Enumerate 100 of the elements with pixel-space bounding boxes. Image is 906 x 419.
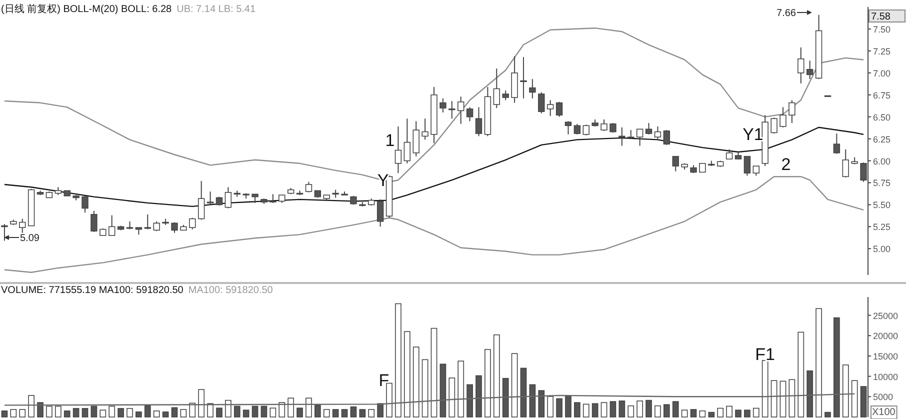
bar xyxy=(636,400,643,418)
bar xyxy=(816,308,822,418)
bar xyxy=(28,395,34,418)
candlestick xyxy=(82,195,88,214)
bar xyxy=(744,410,750,418)
candlestick xyxy=(171,222,178,234)
annotation: 2 xyxy=(781,155,791,174)
candlestick xyxy=(833,133,840,154)
candlestick xyxy=(564,120,572,135)
bar xyxy=(717,408,724,418)
candlestick xyxy=(842,148,849,178)
bar xyxy=(780,380,786,418)
annotation: 1 xyxy=(385,131,395,150)
chart-subtitle: UB: 7.14 LB: 5.41 xyxy=(176,4,256,15)
text: 7.58 xyxy=(871,12,891,22)
bar xyxy=(306,398,312,418)
bar xyxy=(10,409,17,418)
line-series xyxy=(4,393,856,406)
y-tick-label: 5.75 xyxy=(873,178,891,188)
candlestick xyxy=(806,60,814,80)
bar xyxy=(582,404,590,418)
candlestick xyxy=(663,130,670,146)
y-tick-label: 10000 xyxy=(873,372,898,382)
candlestick xyxy=(440,98,446,113)
candlestick xyxy=(582,124,590,136)
candlestick xyxy=(108,214,116,236)
candlestick xyxy=(412,120,420,157)
y-tick-label: 7.00 xyxy=(873,68,891,78)
bar xyxy=(762,360,768,418)
candlestick xyxy=(672,156,679,172)
bar xyxy=(234,406,240,418)
line-series xyxy=(4,126,864,208)
bar xyxy=(484,349,491,418)
bar xyxy=(529,384,536,418)
bar xyxy=(136,412,142,418)
candlestick xyxy=(788,100,796,124)
bar xyxy=(225,400,232,418)
y-tick-label: 7.50 xyxy=(873,24,891,34)
candlestick xyxy=(502,90,509,101)
bar xyxy=(520,368,527,418)
bar xyxy=(412,346,420,418)
candlestick xyxy=(466,106,474,122)
candlestick xyxy=(305,181,312,193)
bar xyxy=(377,403,384,418)
bar xyxy=(54,406,62,418)
bar xyxy=(395,303,402,418)
bar xyxy=(72,408,80,418)
bar xyxy=(699,410,706,418)
bar xyxy=(37,402,44,418)
y-tick-label: 20000 xyxy=(873,331,898,342)
bar xyxy=(100,410,106,418)
bar xyxy=(341,409,348,418)
bar xyxy=(538,390,545,418)
bar xyxy=(207,403,214,418)
bar xyxy=(242,410,250,418)
candlestick xyxy=(206,191,214,206)
candlestick xyxy=(520,56,527,99)
bar xyxy=(834,317,840,418)
bar xyxy=(493,334,500,418)
bar xyxy=(574,402,580,418)
y-tick-label: 6.25 xyxy=(873,134,891,144)
annotation: F xyxy=(378,371,390,390)
bar xyxy=(108,406,116,418)
candlestick xyxy=(189,217,196,230)
candlestick xyxy=(798,46,804,84)
bar xyxy=(511,353,518,418)
bar xyxy=(198,389,205,418)
annotation: 7.66 xyxy=(776,8,796,19)
candlestick xyxy=(376,198,384,228)
y-tick-label: 15000 xyxy=(873,351,898,362)
candlestick xyxy=(529,78,536,99)
bar xyxy=(216,408,222,418)
candlestick xyxy=(224,186,232,209)
bar xyxy=(332,409,339,418)
bar xyxy=(735,410,742,418)
bar xyxy=(690,409,697,418)
y-tick-label: 5.00 xyxy=(873,244,891,254)
candlestick xyxy=(636,128,644,146)
bar xyxy=(296,408,303,418)
y-tick-label: 5.50 xyxy=(873,200,891,210)
y-axis-title: X100 xyxy=(872,407,896,418)
candlestick xyxy=(493,68,500,109)
candlestick xyxy=(422,118,428,140)
annotation: 5.09 xyxy=(20,233,40,244)
candlestick xyxy=(780,106,786,128)
y-tick-label: 5000 xyxy=(873,392,894,402)
bar xyxy=(422,359,428,418)
candlestick xyxy=(538,92,545,114)
bar xyxy=(654,405,661,418)
bar xyxy=(1,410,8,418)
bar xyxy=(708,412,715,418)
bar xyxy=(628,405,634,418)
bar xyxy=(19,409,26,418)
chart-title: (日线 前复权) BOLL-M(20) BOLL: 6.28 xyxy=(1,3,172,15)
bar xyxy=(404,331,410,418)
bar xyxy=(458,360,464,418)
bar xyxy=(64,410,70,418)
bar xyxy=(162,412,169,418)
bar xyxy=(663,404,670,418)
bar xyxy=(153,410,160,418)
